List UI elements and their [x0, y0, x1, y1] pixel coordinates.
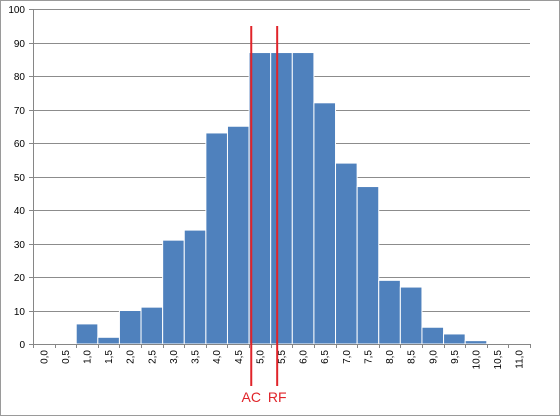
bar-4-0 [205, 132, 228, 345]
bar-9-0 [421, 326, 445, 345]
x-tick-label: 3,0 [169, 350, 180, 364]
x-tick-label: 9,5 [450, 350, 461, 364]
bar-2-0 [118, 310, 142, 345]
y-tick-label: 30 [14, 240, 26, 251]
x-tick-label: 4,0 [212, 350, 223, 364]
marker-label-ac: AC [242, 389, 261, 405]
y-tick-label: 10 [14, 307, 26, 318]
marker-label-rf: RF [268, 389, 287, 405]
bar-10-0 [464, 340, 488, 345]
bar-6-5 [313, 102, 337, 345]
axes [29, 9, 531, 348]
y-tick-label: 90 [14, 39, 26, 50]
bar-8-0 [378, 279, 401, 345]
x-tick-label: 5,0 [255, 350, 266, 364]
bar-3-0 [162, 239, 185, 345]
x-tick-label: 1,0 [83, 350, 94, 364]
x-tick-label: 3,5 [191, 350, 202, 364]
bar-7-0 [335, 162, 358, 345]
reference-markers: AC RF [242, 26, 287, 405]
bar-6-0 [291, 52, 315, 345]
x-tick-label: 5,5 [277, 350, 288, 364]
x-tick-label: 0,0 [39, 350, 50, 364]
x-tick-label: 1,5 [104, 350, 115, 364]
bar-2-5 [140, 306, 164, 345]
x-tick-label: 6,5 [320, 350, 331, 364]
bar-1-0 [75, 323, 99, 345]
bars [75, 52, 488, 345]
y-tick-label: 70 [14, 106, 26, 117]
x-tick-label: 7,0 [342, 350, 353, 364]
y-tick-label: 40 [14, 206, 26, 217]
y-tick-label: 0 [19, 340, 25, 351]
x-tick-label: 10,5 [493, 350, 504, 370]
x-tick-label: 2,5 [147, 350, 158, 364]
bar-5-0 [248, 52, 272, 345]
bar-5-5 [270, 52, 293, 345]
y-tick-label: 50 [14, 173, 26, 184]
bar-9-5 [443, 333, 466, 345]
x-tick-label: 2,0 [126, 350, 137, 364]
bar-1-5 [97, 336, 120, 345]
x-tick-label: 9,0 [428, 350, 439, 364]
x-tick-label: 0,5 [61, 350, 72, 364]
x-tick-label: 10,0 [471, 350, 482, 370]
bar-8-5 [399, 286, 423, 345]
x-tick-label: 6,0 [299, 350, 310, 364]
y-tick-label: 100 [8, 5, 25, 16]
bar-3-5 [183, 229, 207, 345]
x-tick-label: 8,0 [385, 350, 396, 364]
x-tick-label: 7,5 [363, 350, 374, 364]
x-tick-label: 4,5 [234, 350, 245, 364]
x-tick-label: 11,0 [515, 350, 526, 369]
x-tick-labels: 0,0 0,5 1,0 1,5 2,0 2,5 3,0 3,5 4,0 4,5 5,0 5,5 6,0 6… [39, 350, 525, 370]
y-tick-label: 60 [14, 139, 26, 150]
y-tick-labels: 0 10 20 30 40 50 60 70 80 90 100 [8, 5, 25, 351]
y-tick-label: 80 [14, 72, 26, 83]
bar-7-5 [356, 186, 380, 345]
bar-4-5 [226, 125, 250, 345]
y-tick-label: 20 [14, 273, 26, 284]
x-tick-label: 8,5 [407, 350, 418, 364]
